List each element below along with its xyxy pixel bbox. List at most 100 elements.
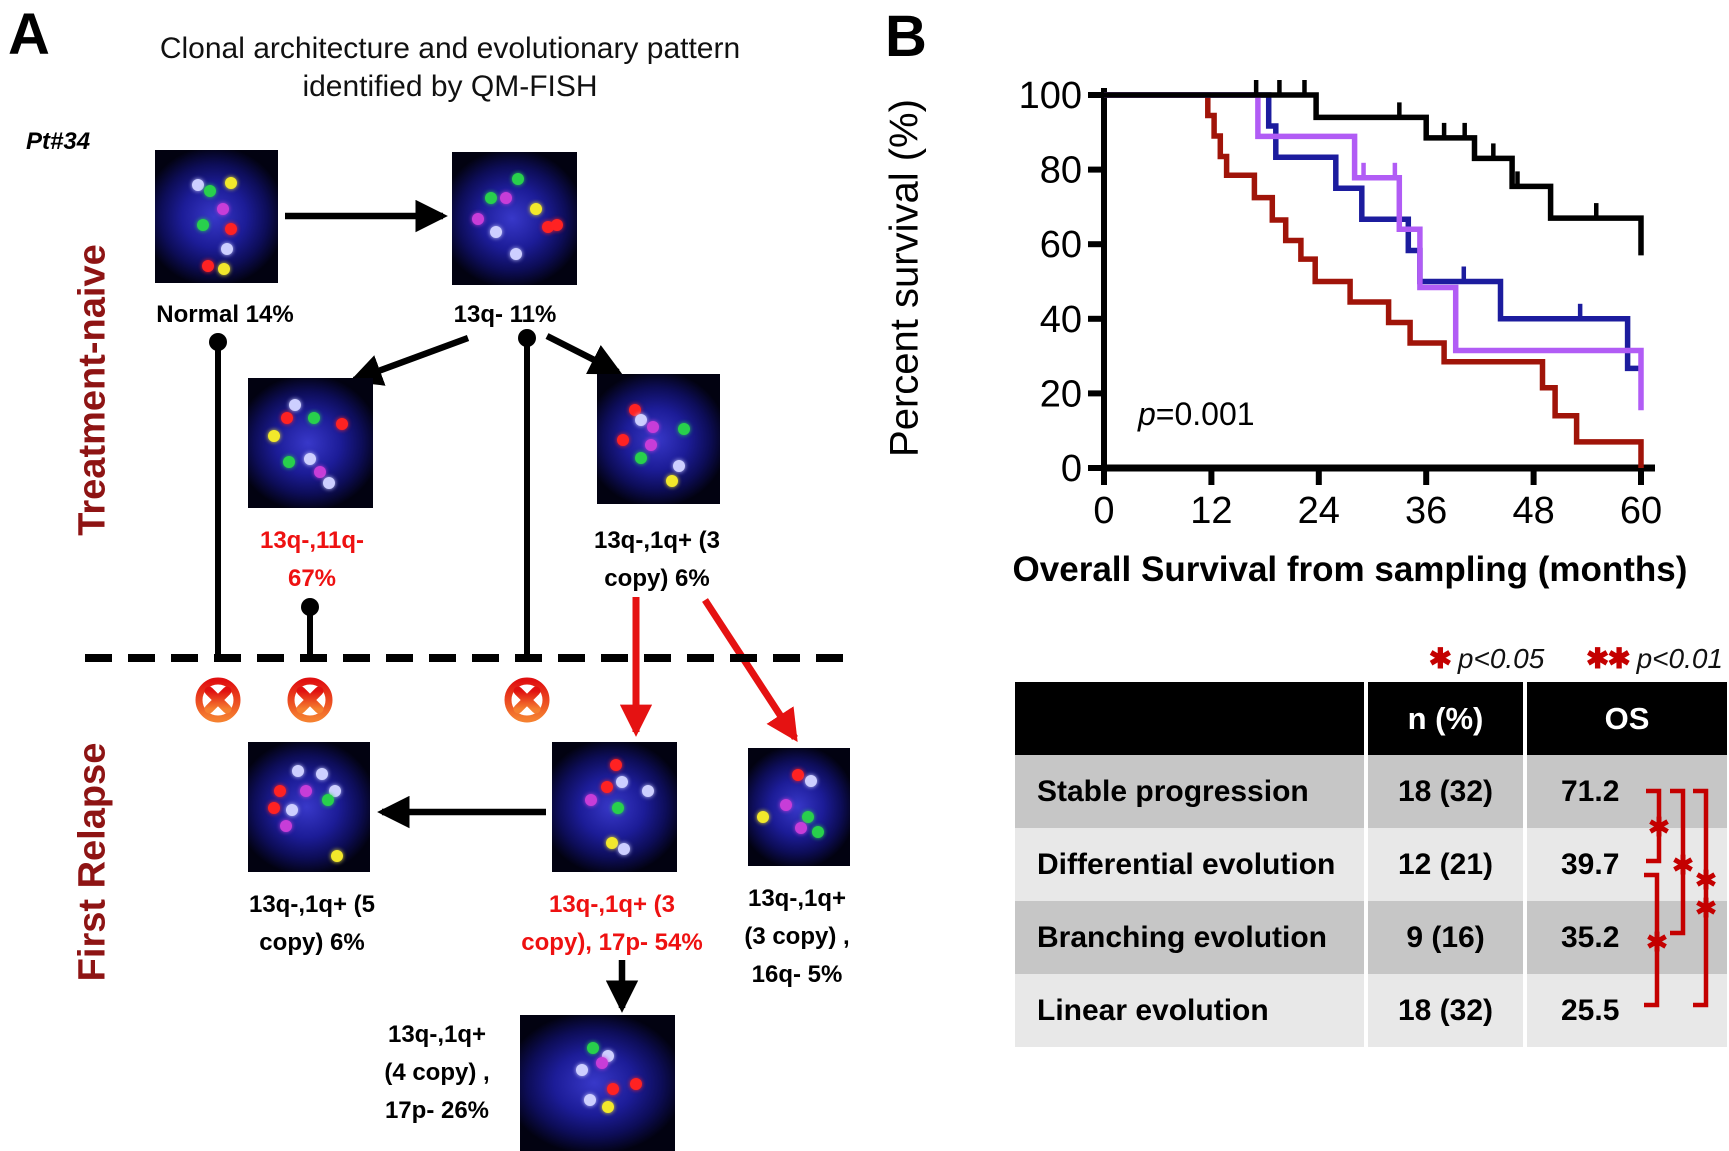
fish-image-relapse-3copy-16q [748,748,850,866]
row-os-value: 35.2 [1527,901,1727,974]
row-n-value: 12 (21) [1368,828,1523,901]
clone-label-13q-1q-3copy: 13q-,1q+ (3 copy) 6% [594,522,720,598]
fish-signal-dot [805,775,818,788]
clone-label-line: copy) 6% [604,565,710,592]
clone-label-line: 13q-,1q+ [387,1021,487,1048]
kaplan-meier-plot: 0 20 40 60 80 100 0 12 24 36 48 60 [1019,75,1663,532]
fish-image-relapse-4copy-17p [520,1015,675,1151]
fish-signal-dot [550,218,563,231]
y-tick-label: 40 [1040,299,1082,341]
fish-signal-dot [314,466,327,479]
fish-signal-dot [267,801,280,814]
fish-signal-dot [802,810,815,823]
clone-label-line: (4 copy) , [384,1059,490,1086]
bracket-asterisk: ✱ [1695,893,1717,923]
clone-label-relapse-3copy-17p: 13q-,1q+ (3 copy), 17p- 54% [521,886,702,962]
fish-image-13q-minus [452,152,577,285]
row-n-value: 18 (32) [1368,755,1523,828]
evolution-outcome-table: n (%) OS Stable progression 18 (32) 71.2 Diff… [1015,682,1727,1047]
fish-signal-dot [484,191,497,204]
extinct-clone-x-icon [504,677,550,723]
fish-signal-dot [605,836,618,849]
fish-signal-dot [308,411,320,424]
table-header-n: n (%) [1368,682,1523,755]
survival-curve-differential-evolution [1104,92,1641,372]
y-tick-label: 80 [1040,150,1082,192]
extinct-clone-x-icon [195,677,241,723]
clone-label-normal: Normal 14% [156,296,293,334]
evolution-arrow-persist-diagonal [702,598,798,743]
fish-signal-dot [584,794,597,806]
fish-signal-dot [647,420,660,433]
fish-signal-dot [489,226,502,239]
fish-signal-dot [757,810,770,823]
fish-signal-dot [665,475,678,488]
fish-signal-dot [322,794,335,806]
panel-a-title-line1: Clonal architecture and evolutionary pat… [159,32,741,65]
panel-a-title: Clonal architecture and evolutionary pat… [160,30,740,106]
p-value-symbol: p [1138,396,1156,432]
fish-signal-dot [630,1077,643,1090]
fish-signal-dot [512,173,524,186]
row-os-value: 25.5 [1527,974,1727,1047]
evolution-arrow-13q-to-11q [349,334,470,386]
fish-signal-dot [586,1042,599,1055]
clone-label-line: 13q-,1q+ [747,885,847,912]
fish-signal-dot [644,439,657,451]
fish-signal-dot [196,219,209,232]
survival-curve-linear-evolution [1104,92,1644,468]
fish-signal-dot [221,243,234,256]
fish-signal-dot [216,203,229,216]
x-tick-label: 12 [1190,490,1232,532]
fish-signal-dot [323,476,335,489]
fish-signal-dot [642,784,654,797]
clone-label-line: 16q- 5% [751,961,843,988]
fish-signal-dot [595,1057,608,1070]
p-value-annotation: p=0.001 [1138,396,1255,433]
fish-image-relapse-5copy [248,742,370,872]
fish-signal-dot [612,801,624,814]
fish-signal-dot [201,260,214,273]
comparison-bracket: ✱ [1670,788,1694,936]
fish-signal-dot [300,784,313,797]
fish-image-13q-1q-3copy [597,374,720,504]
fish-image-relapse-3copy-17p [552,742,677,872]
double-asterisk-icon: ✱✱ [1585,643,1631,674]
x-tick-label: 24 [1298,490,1340,532]
fish-signal-dot [335,418,348,431]
fish-signal-dot [529,202,542,215]
fish-signal-dot [575,1063,588,1076]
fish-signal-dot [268,430,280,442]
clone-label-line: 67% [287,565,337,592]
fish-signal-dot [602,1100,615,1113]
fish-signal-dot [280,411,293,424]
panel-a-title-line2: identified by QM-FISH [302,70,598,103]
clone-label-line: 17p- 26% [384,1097,490,1124]
row-label-differential-evolution: Differential evolution [1015,828,1364,901]
panel-a-label: A [8,2,50,67]
y-tick-label: 60 [1040,224,1082,266]
p-value-number: =0.001 [1155,396,1255,432]
clone-label-line: copy) 6% [259,929,365,956]
fish-signal-dot [606,1083,619,1095]
clone-label-relapse-5copy: 13q-,1q+ (5 copy) 6% [249,886,375,962]
fish-signal-dot [285,804,298,817]
extinct-clone-x-icon [287,677,333,723]
bracket-asterisk: ✱ [1695,865,1717,895]
fish-signal-dot [618,843,631,856]
clone-label-relapse-4copy-17p: 13q-,1q+ (4 copy) , 17p- 26% [384,1016,489,1130]
fish-signal-dot [204,184,217,197]
table-header-os: OS [1527,682,1727,755]
clone-label-13q-11q: 13q-,11q- 67% [260,522,364,598]
row-n-value: 18 (32) [1368,974,1523,1047]
x-tick-label: 60 [1620,490,1662,532]
clone-label-line: copy), 17p- 54% [521,929,703,956]
fish-signal-dot [779,798,792,811]
clone-label-line: 13q-,1q+ (5 [248,891,376,918]
fish-signal-dot [316,768,329,780]
fish-signal-dot [812,825,825,838]
comparison-bracket: ✱✱ [1693,788,1717,1008]
row-label-stable-progression: Stable progression [1015,755,1364,828]
x-tick-label: 48 [1512,490,1554,532]
